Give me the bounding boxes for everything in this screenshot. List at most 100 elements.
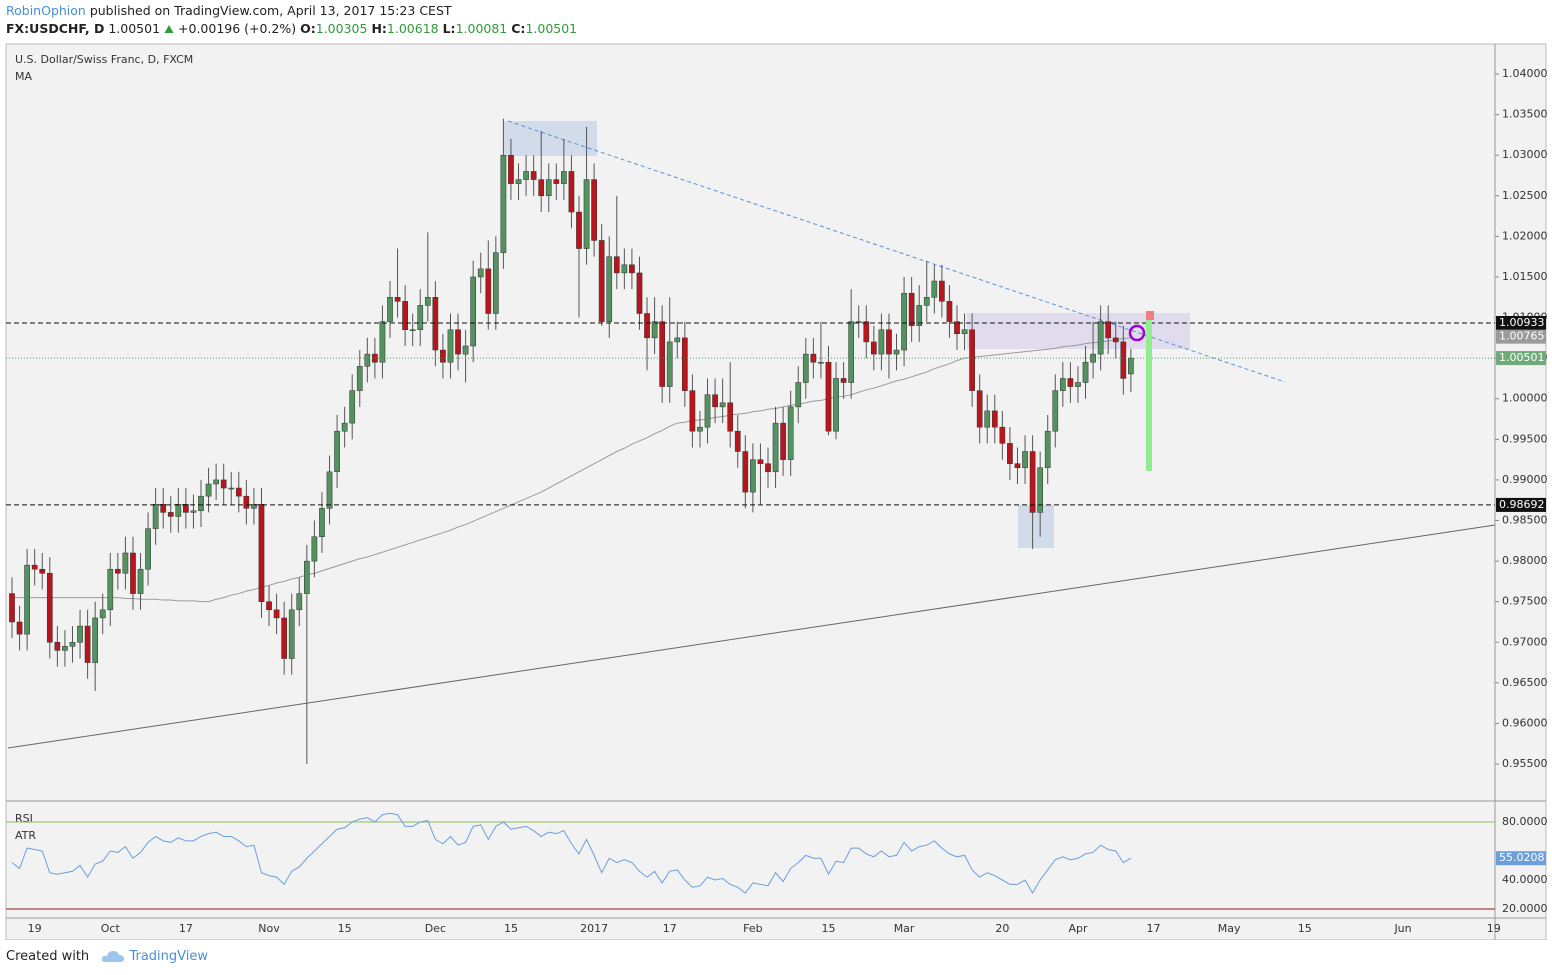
candle-body: [364, 353, 371, 367]
candle-body: [130, 552, 136, 594]
brand[interactable]: TradingView: [129, 949, 208, 964]
candle-body: [515, 179, 522, 184]
candle-body: [538, 179, 545, 197]
footer: Created with TradingView: [6, 949, 208, 964]
candle-body: [886, 329, 892, 355]
high-label: H:: [371, 21, 387, 36]
candle-body: [273, 609, 280, 619]
y-tick-label: 1.04000: [1502, 67, 1548, 80]
price-level-label: 0.98692: [1499, 498, 1545, 511]
target-marker: [1146, 311, 1154, 320]
rsi-tick-label: 40.0000: [1502, 873, 1548, 886]
created-with: Created with: [6, 949, 90, 964]
candle-body: [644, 313, 650, 339]
candle-body: [24, 564, 30, 635]
candle-body: [606, 256, 613, 322]
candle-body: [1128, 357, 1134, 375]
candle-body: [183, 504, 189, 513]
chart: U.S. Dollar/Swiss Franc, D, FXCM MA RSI …: [5, 43, 1548, 940]
candle-body: [984, 410, 991, 428]
candle-body: [621, 264, 628, 274]
y-tick-label: 0.99500: [1502, 432, 1548, 445]
candle-body: [991, 410, 998, 428]
last-price-label-box: [1496, 351, 1546, 366]
rsi-value-label: 55.0208: [1499, 851, 1545, 864]
candle-body: [122, 552, 129, 574]
low-label: L:: [442, 21, 456, 36]
candle-body: [334, 430, 340, 473]
candle-body: [190, 510, 197, 513]
candle-body: [1090, 353, 1096, 363]
publish-line: RobinOphion published on TradingView.com…: [6, 3, 452, 18]
candle-body: [46, 573, 53, 643]
candle-body: [931, 280, 938, 298]
up-arrow: [164, 25, 174, 33]
candle-body: [969, 329, 975, 391]
candle-body: [356, 366, 363, 391]
candle-body: [802, 353, 809, 383]
candle-body: [69, 642, 76, 647]
candle-body: [1105, 321, 1112, 339]
candle-body: [825, 361, 832, 432]
candle-body: [455, 329, 461, 355]
candle-body: [742, 451, 749, 493]
candle-body: [954, 321, 960, 335]
candle-body: [901, 292, 907, 351]
candle-body: [1075, 382, 1081, 387]
candle-body: [1029, 451, 1036, 513]
y-tick-label: 1.03000: [1502, 148, 1548, 161]
support-trendline: [7, 524, 1496, 749]
candle-body: [780, 422, 786, 460]
candle-body: [319, 508, 325, 537]
author[interactable]: RobinOphion: [6, 3, 86, 18]
candle-body: [296, 593, 303, 611]
candle-body: [598, 240, 605, 322]
candle-body: [440, 349, 446, 363]
circle-marker: [1128, 324, 1146, 342]
candle-body: [697, 426, 703, 432]
candle-body: [553, 179, 560, 184]
x-tick-label: 20: [995, 922, 1009, 935]
resistance-trendline: [507, 120, 1286, 383]
candle-body: [999, 426, 1006, 444]
published: published on TradingView.com, April 13, …: [89, 3, 452, 18]
candle-body: [772, 422, 779, 473]
ma-line: [12, 337, 1131, 603]
candle-body: [666, 341, 673, 387]
candle-body: [568, 171, 575, 213]
candle-body: [659, 321, 666, 387]
candle-body: [341, 422, 348, 432]
candle-body: [145, 528, 151, 570]
candle-body: [689, 390, 696, 432]
open: 1.00305: [315, 21, 368, 36]
candle-body: [893, 349, 900, 355]
candle-body: [39, 568, 46, 574]
candle-body: [379, 321, 386, 363]
candle-body: [213, 479, 219, 485]
price: 1.00501: [108, 21, 161, 36]
candle-body: [840, 378, 847, 383]
rsi-tick-label: 80.0000: [1502, 815, 1548, 828]
candle-body: [447, 329, 454, 363]
y-tick-label: 1.03500: [1502, 108, 1548, 121]
candle-body: [1112, 337, 1119, 343]
candle-body: [855, 321, 862, 323]
y-tick-label: 1.01500: [1502, 270, 1548, 283]
candle-body: [923, 297, 930, 306]
price-level-label-box: [1496, 497, 1546, 512]
change: +0.00196 (+0.2%): [178, 21, 297, 36]
candle-body: [220, 479, 227, 489]
y-tick-label: 0.98500: [1502, 514, 1548, 527]
drawings: [7, 120, 1496, 749]
candle-body: [795, 382, 802, 408]
candle-body: [704, 394, 711, 428]
candle-body: [1022, 451, 1028, 468]
x-tick-label: Oct: [101, 922, 121, 935]
candle-body: [946, 301, 953, 322]
candle-body: [591, 179, 597, 241]
rsi-value-label-box: [1496, 851, 1546, 866]
candle-body: [54, 642, 61, 651]
candle-body: [62, 646, 68, 651]
y-tick-label: 0.97500: [1502, 595, 1548, 608]
candle-body: [508, 154, 514, 184]
